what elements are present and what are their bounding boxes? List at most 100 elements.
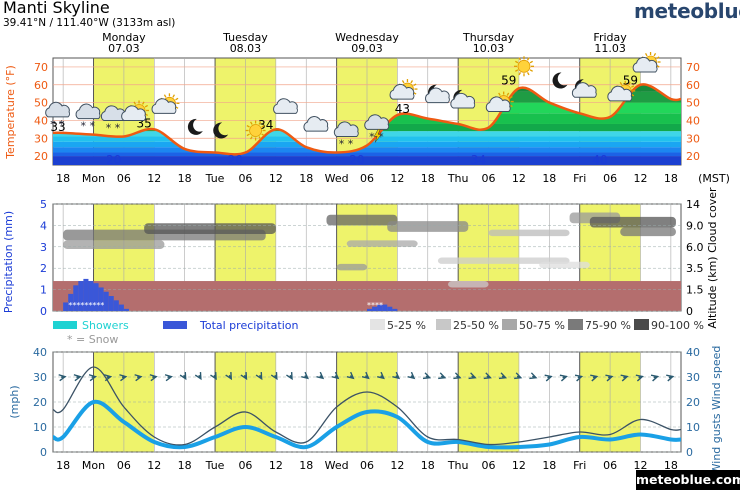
wind-arrow-shape <box>498 372 508 380</box>
wind-x-tick-label: Wed <box>325 459 349 472</box>
sun-cloud-icon <box>607 80 636 102</box>
wind-arrow-shape <box>422 372 432 380</box>
wind-arrow-shape <box>377 371 385 380</box>
sun-ray <box>250 121 253 125</box>
cloud-icon <box>303 116 329 132</box>
precip-bar <box>103 291 109 311</box>
sun-ray <box>258 121 262 125</box>
legend-total: Total precipitation <box>199 319 299 332</box>
wind-arrow-shape <box>331 371 340 380</box>
wind-arrow-icon <box>331 371 340 380</box>
wind-x-tick-label: Mon <box>82 459 105 472</box>
sun-cloud-icon <box>632 52 661 73</box>
precip-bar <box>392 308 398 311</box>
wind-x-tick-label: 18 <box>178 459 192 472</box>
temp-data-label: 33 <box>50 120 65 134</box>
temp-data-label: 59 <box>623 74 638 88</box>
x-tick-label: 06 <box>603 172 617 185</box>
precip-bar <box>387 306 393 311</box>
wind-arrow-shape <box>468 372 477 380</box>
sun-ray <box>141 101 145 105</box>
wind-tick-right: 20 <box>686 396 700 409</box>
wind-arrow-shape <box>574 374 584 382</box>
cloud-layer <box>589 216 676 228</box>
temp-band <box>53 147 681 153</box>
wind-arrow-shape <box>559 374 568 382</box>
cloud-layer <box>620 227 676 237</box>
wind-arrow-shape <box>119 374 128 382</box>
snow-flakes: * * <box>80 120 95 133</box>
moon-cloud-icon <box>425 84 450 104</box>
snow-flakes: * * <box>339 138 354 151</box>
brand-logo[interactable]: meteoblue <box>634 0 740 23</box>
day-date: 09.03 <box>351 42 383 55</box>
wind-arrow-shape <box>301 371 309 380</box>
x-tick-label: 06 <box>238 172 252 185</box>
legend-cloud-class: 90-100 % <box>651 319 704 332</box>
snow-marker: **** <box>367 301 383 310</box>
wind-arrow-icon <box>301 371 309 380</box>
precip-bar <box>372 306 378 311</box>
wind-x-tick-label: 12 <box>633 459 647 472</box>
precip-bar <box>113 300 119 311</box>
temp-data-label: 34 <box>258 118 273 132</box>
wind-tick-right: 0 <box>686 446 693 459</box>
sun-ray <box>628 81 631 86</box>
day-name: Thursday <box>462 31 515 44</box>
sun-icon <box>245 120 266 141</box>
sun-ray <box>498 92 501 96</box>
sun-ray <box>653 53 657 57</box>
cloud-layer <box>539 261 590 269</box>
cloud-shape <box>485 96 511 113</box>
cloud-shape <box>273 98 298 114</box>
precip-tick: 2 <box>40 262 47 275</box>
wind-axis-label: (mph) <box>8 385 21 418</box>
wind-arrow-shape <box>635 374 644 382</box>
wind-tick-left: 0 <box>40 446 47 459</box>
sun-ray <box>258 136 262 140</box>
wind-arrow-icon <box>620 374 629 382</box>
wind-arrow-icon <box>286 371 293 381</box>
sun-disc <box>517 59 531 73</box>
wind-arrow-shape <box>514 372 523 380</box>
cloud-shape <box>425 87 450 104</box>
wind-x-tick-label: Tue <box>205 459 225 472</box>
wind-arrow-icon <box>134 374 143 382</box>
x-tick-label: Mon <box>82 172 105 185</box>
legend-cloud-swatch <box>502 319 517 330</box>
sun-ray <box>246 124 250 128</box>
cloud-shape <box>571 82 597 98</box>
cloud-layer <box>336 263 367 271</box>
wind-arrow-icon <box>194 371 202 381</box>
cloud-shape <box>389 84 415 100</box>
wind-arrow-icon <box>73 374 82 382</box>
x-tick-label: 12 <box>269 172 283 185</box>
wind-x-tick-label: Thu <box>447 459 469 472</box>
wind-arrow-shape <box>650 374 660 382</box>
wind-arrow-shape <box>438 372 447 380</box>
temp-data-label: 40 <box>592 153 607 167</box>
temp-data-label: 20 <box>349 153 364 167</box>
cloud-layer <box>63 240 165 249</box>
wind-x-tick-label: 18 <box>664 459 678 472</box>
moon-icon <box>552 72 568 89</box>
temp-axis-label: Temperature (°F) <box>4 65 17 160</box>
sun-ray <box>410 80 414 84</box>
wind-arrow-icon <box>514 372 523 380</box>
legend-cloud-swatch <box>634 319 649 330</box>
sun-ray <box>644 53 648 57</box>
precip-tick: 1 <box>40 284 47 297</box>
sun-cloud-icon <box>389 79 418 100</box>
x-tick-label: Wed <box>325 172 349 185</box>
sun-ray <box>518 57 522 61</box>
wind-arrow-shape <box>134 374 143 382</box>
cloud-shape <box>333 121 359 138</box>
temp-data-label: 43 <box>395 102 410 116</box>
x-tick-label: 18 <box>299 172 313 185</box>
wind-arrow-icon <box>361 371 370 380</box>
footer-brand[interactable]: meteoblue.com <box>636 470 740 490</box>
cloud-layer <box>387 221 469 232</box>
temp-data-label: 59 <box>501 74 516 88</box>
cloud-layer <box>144 223 276 234</box>
wind-arrow-shape <box>255 371 263 381</box>
